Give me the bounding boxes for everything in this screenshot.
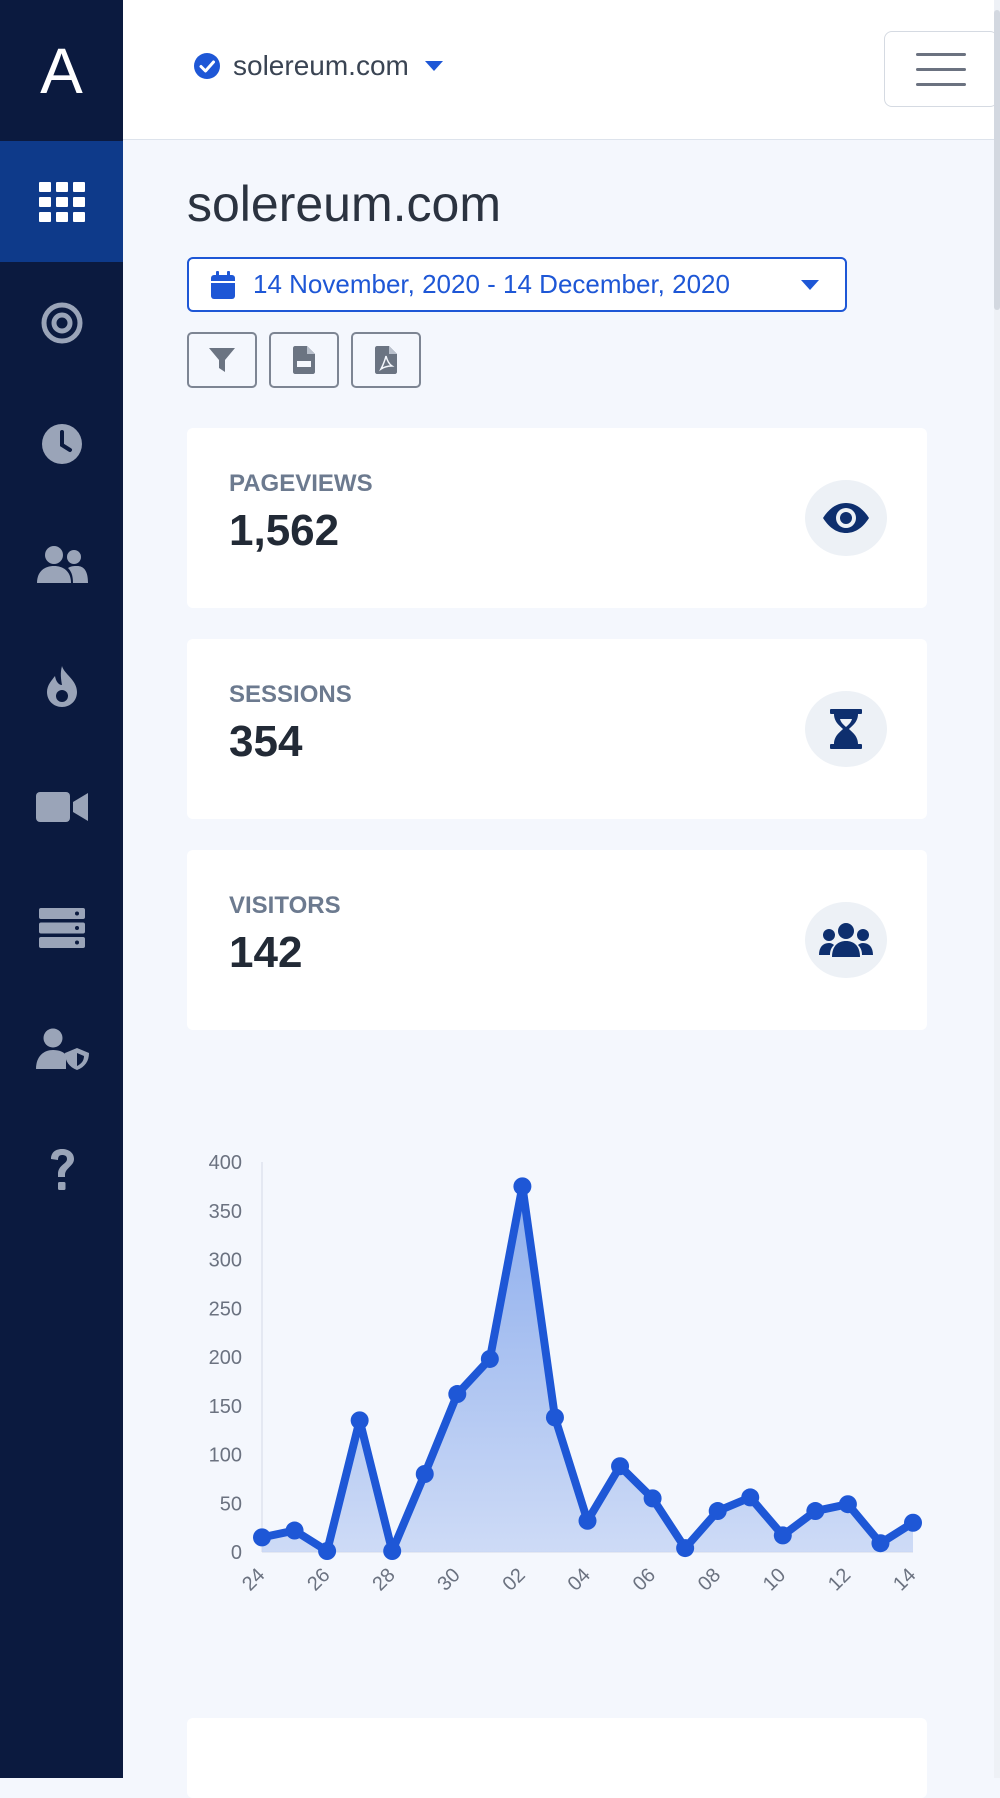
chart-data-point (578, 1511, 597, 1530)
stat-label: VISITORS (229, 892, 341, 919)
filter-button[interactable] (187, 332, 257, 388)
sidebar: A (0, 0, 123, 1778)
sidebar-item-history[interactable] (0, 383, 123, 504)
x-tick-label: 30 (433, 1564, 464, 1595)
chart-data-point (415, 1465, 434, 1483)
chart-data-point (676, 1539, 695, 1558)
pageviews-card: PAGEVIEWS 1,562 (187, 428, 927, 608)
question-icon (50, 1148, 74, 1190)
x-tick-label: 06 (629, 1564, 660, 1595)
pageviews-chart: 0 50 100 150 200 250 300 350 400 24 26 28 30 02 04 06 08… (170, 1130, 940, 1610)
filter-icon (209, 348, 235, 372)
x-tick-label: 26 (303, 1564, 334, 1595)
sidebar-item-dashboard[interactable] (0, 141, 123, 262)
stat-label: PAGEVIEWS (229, 470, 373, 497)
y-tick-label: 350 (209, 1201, 242, 1223)
hamburger-icon (916, 52, 966, 56)
video-camera-icon (35, 791, 88, 822)
y-tick-label: 250 (209, 1298, 242, 1320)
chart-data-point (448, 1385, 467, 1404)
chevron-down-icon (424, 61, 443, 71)
x-tick-label: 28 (368, 1564, 399, 1595)
next-card (187, 1718, 927, 1798)
date-range-text: 14 November, 2020 - 14 December, 2020 (253, 269, 730, 299)
grid-icon (38, 181, 85, 222)
chart-data-point (253, 1528, 271, 1547)
eye-icon (823, 503, 869, 533)
chart-data-point (513, 1177, 532, 1196)
chart-data-point (806, 1502, 825, 1521)
chart-data-point (480, 1349, 499, 1368)
chart-data-point (383, 1542, 402, 1561)
chart-data-point (741, 1488, 760, 1507)
user-shield-icon (35, 1028, 89, 1070)
chart-data-point (708, 1502, 727, 1521)
chart-data-point (545, 1408, 564, 1427)
chart-data-point (318, 1542, 337, 1561)
scrollbar[interactable] (994, 0, 1000, 1778)
page-title: solereum.com (187, 176, 501, 232)
stat-icon-badge (805, 902, 887, 978)
chart-data-point (643, 1489, 662, 1508)
calendar-icon (211, 270, 235, 299)
top-bar: solereum.com (123, 0, 998, 140)
chart-data-point (871, 1534, 890, 1553)
sidebar-item-privacy[interactable] (0, 988, 123, 1109)
stat-value: 354 (229, 717, 303, 766)
sidebar-item-help[interactable] (0, 1109, 123, 1230)
app-logo[interactable]: A (40, 34, 83, 107)
y-tick-label: 400 (209, 1152, 242, 1174)
sidebar-item-realtime[interactable] (0, 262, 123, 383)
sessions-card: SESSIONS 354 (187, 639, 927, 819)
y-tick-label: 0 (231, 1542, 242, 1564)
x-tick-label: 08 (694, 1564, 725, 1595)
x-tick-label: 02 (499, 1564, 530, 1595)
hourglass-icon (830, 709, 862, 749)
chart-data-point (611, 1457, 630, 1476)
chart-area-fill (262, 1186, 913, 1552)
x-tick-label: 24 (238, 1564, 269, 1595)
sidebar-item-data[interactable] (0, 867, 123, 988)
area-chart: 0 50 100 150 200 250 300 350 400 24 26 28 30 02 04 06 08… (209, 1152, 922, 1595)
y-tick-label: 300 (209, 1250, 242, 1272)
y-tick-label: 150 (209, 1396, 242, 1418)
chart-data-point (350, 1411, 369, 1430)
chart-data-point (838, 1495, 857, 1514)
sidebar-item-recordings[interactable] (0, 746, 123, 867)
site-selector[interactable]: solereum.com (193, 50, 443, 82)
target-icon (41, 302, 82, 343)
csv-file-icon (293, 346, 315, 374)
chart-data-point (773, 1526, 792, 1545)
x-tick-label: 10 (759, 1564, 790, 1595)
stat-value: 1,562 (229, 506, 340, 555)
users-group-icon (819, 923, 873, 957)
menu-toggle-button[interactable] (884, 31, 998, 107)
sidebar-item-heatmaps[interactable] (0, 625, 123, 746)
y-tick-label: 50 (220, 1493, 242, 1515)
chart-data-point (285, 1521, 304, 1540)
y-tick-label: 100 (209, 1445, 242, 1467)
stat-value: 142 (229, 928, 303, 977)
stat-icon-badge (805, 480, 887, 556)
x-tick-label: 14 (889, 1564, 920, 1595)
stat-icon-badge (805, 691, 887, 767)
site-name: solereum.com (233, 50, 409, 81)
visitors-card: VISITORS 142 (187, 850, 927, 1030)
export-csv-button[interactable] (269, 332, 339, 388)
date-range-picker[interactable]: 14 November, 2020 - 14 December, 2020 (187, 257, 847, 312)
server-icon (38, 907, 85, 948)
sidebar-item-visitors[interactable] (0, 504, 123, 625)
users-icon (36, 545, 88, 583)
check-circle-icon (194, 53, 220, 79)
fire-icon (46, 665, 77, 707)
chart-data-point (904, 1513, 922, 1532)
clock-icon (41, 423, 82, 464)
chevron-down-icon (801, 280, 819, 290)
pdf-file-icon (375, 346, 397, 374)
stat-label: SESSIONS (229, 681, 352, 708)
x-tick-label: 12 (824, 1564, 855, 1595)
export-pdf-button[interactable] (351, 332, 421, 388)
x-tick-label: 04 (564, 1564, 595, 1595)
y-tick-label: 200 (209, 1347, 242, 1369)
